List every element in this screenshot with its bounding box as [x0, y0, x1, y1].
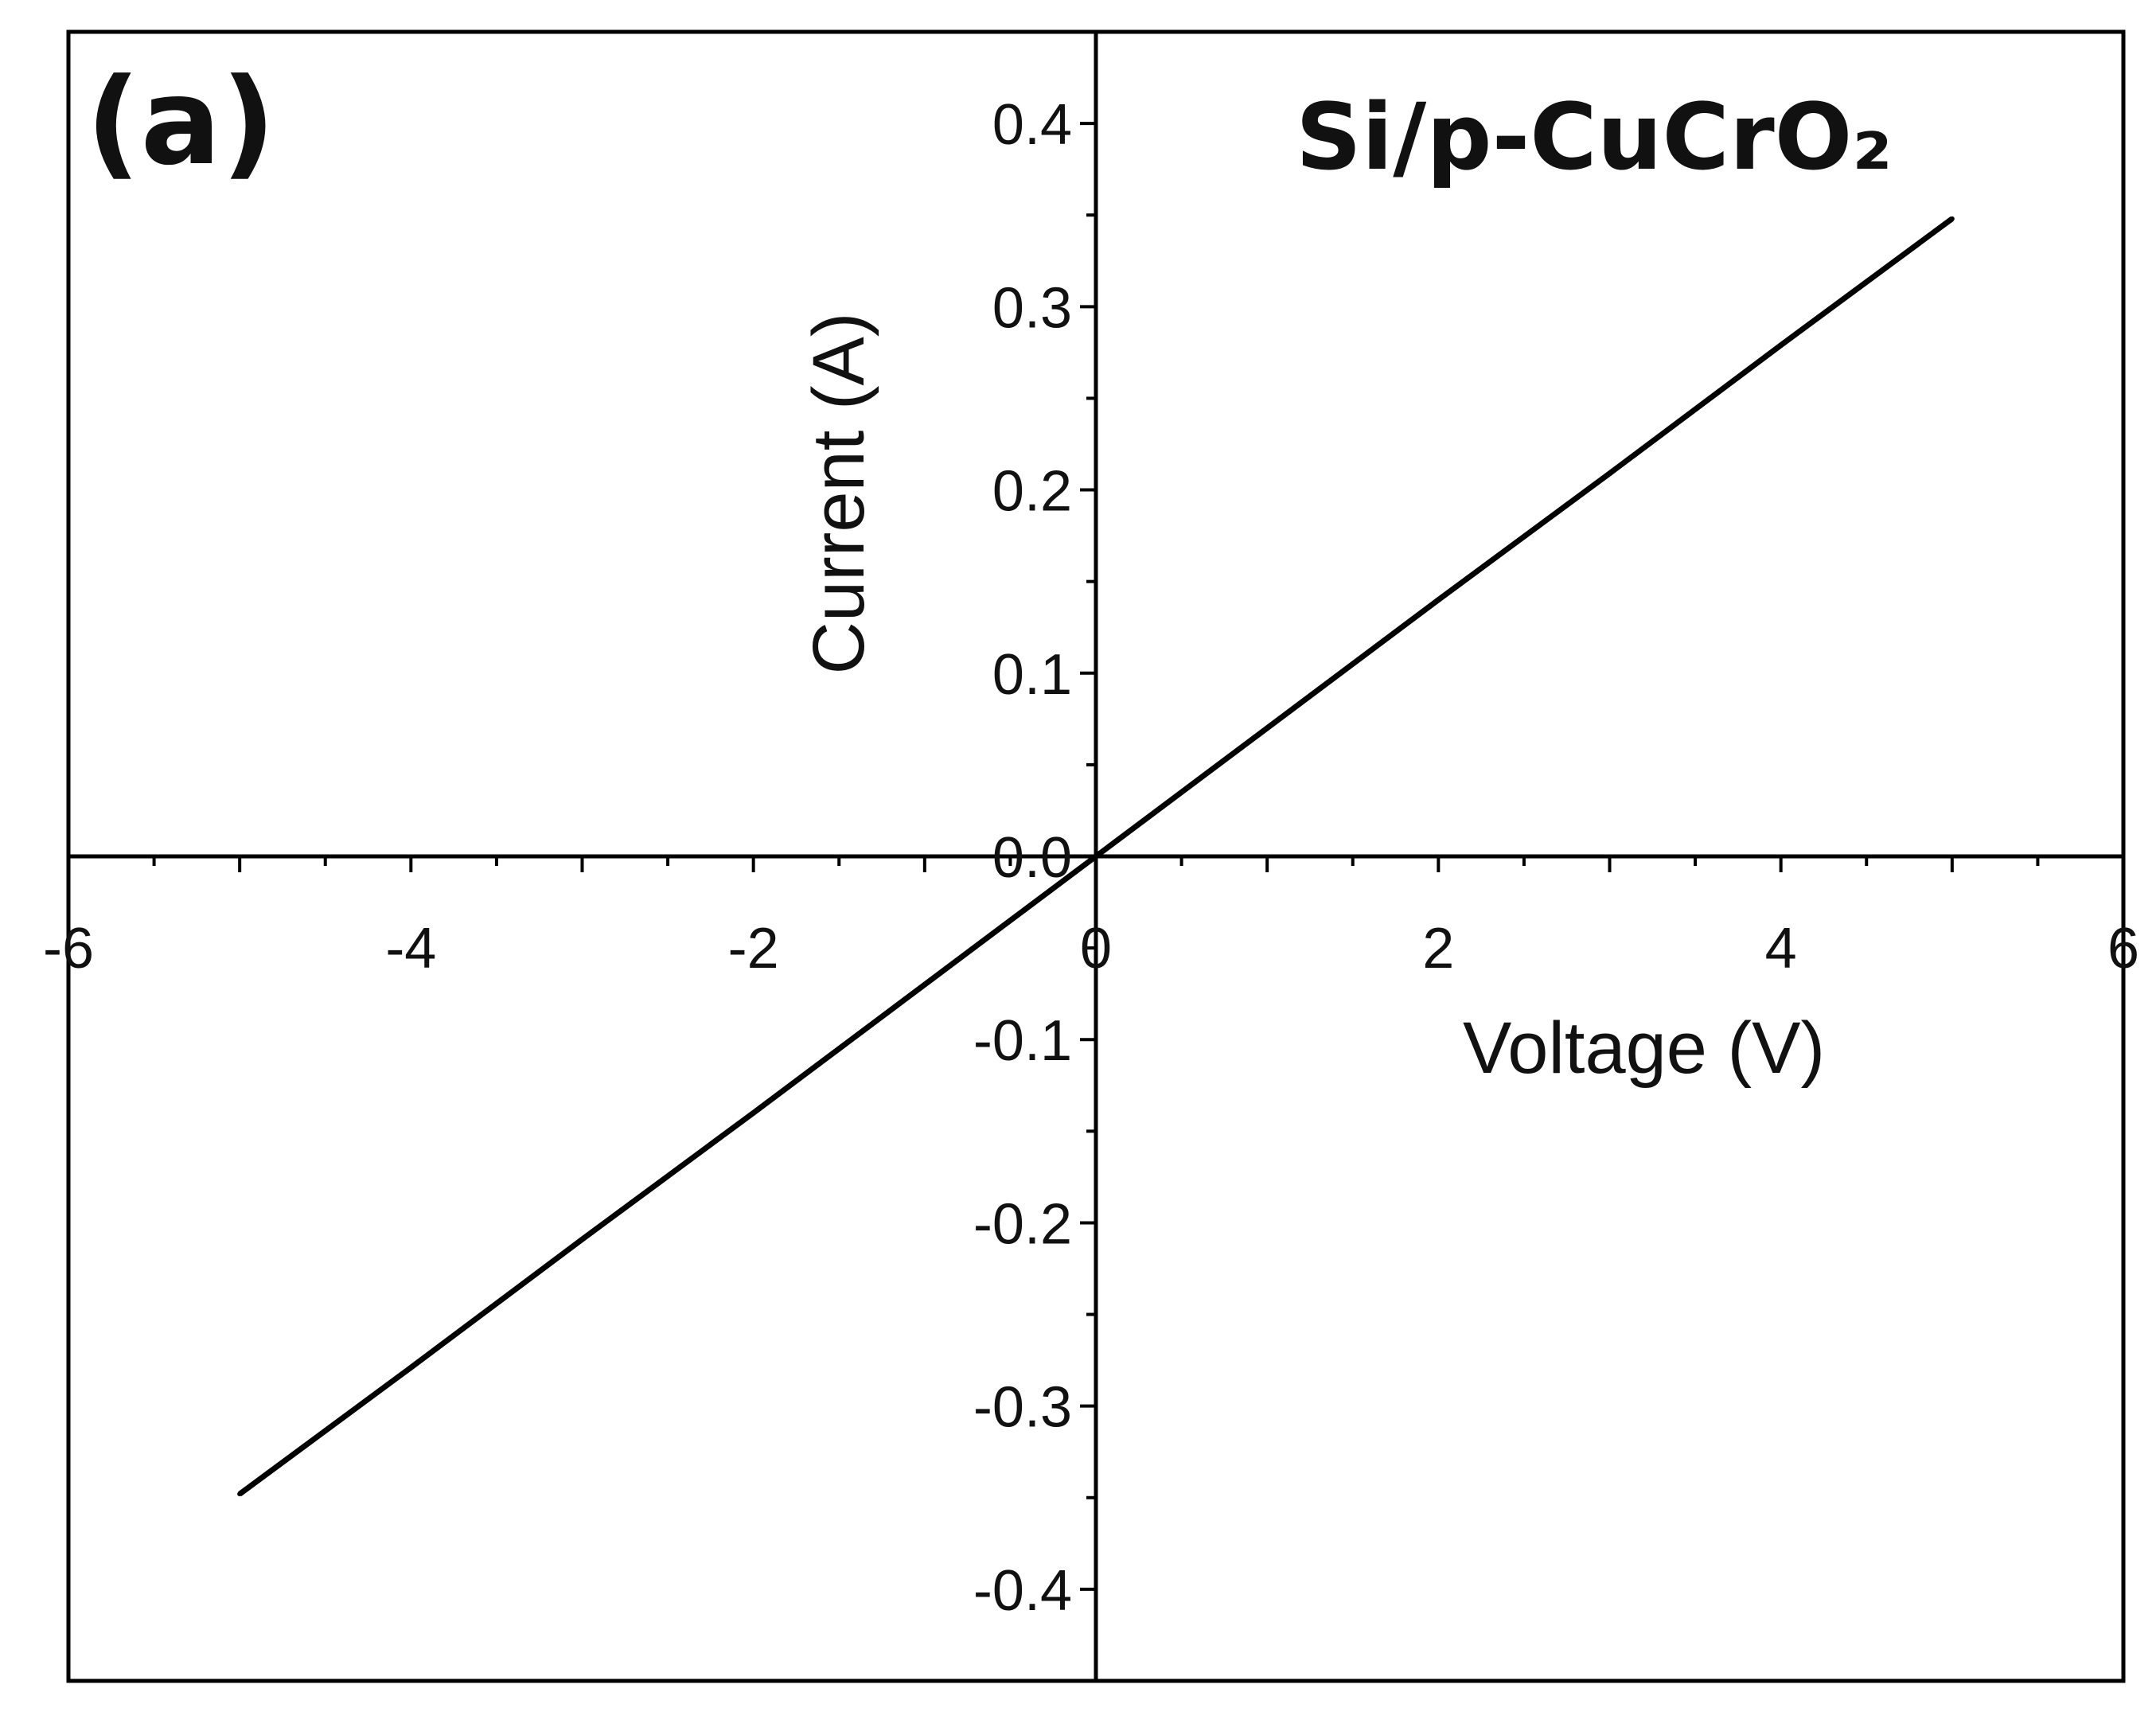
axis-ticks: [152, 30, 2040, 1682]
iv-curve-point: [922, 982, 927, 988]
x-tick-label: 4: [1765, 917, 1797, 981]
y-tick-label: 0.1: [992, 643, 1072, 707]
iv-curve-point: [1607, 470, 1612, 476]
iv-curve-point: [1265, 725, 1270, 731]
x-tick-label: -6: [43, 917, 94, 981]
iv-curve-point: [579, 1237, 585, 1242]
y-tick-label: -0.3: [973, 1376, 1072, 1440]
y-tick-label: -0.1: [973, 1009, 1072, 1073]
tick-labels: -6 -4 -2 0 2 4 6 -0.4 -0.3 -0.2 -0.1 0.0 0.1 0.2 0.3 0.…: [43, 93, 2139, 1623]
iv-curve-point: [408, 1365, 414, 1370]
y-axis-title: Current (A): [798, 313, 879, 675]
series-layer: [237, 216, 1955, 1497]
x-tick-label: 2: [1422, 917, 1454, 981]
panel-label: (a): [86, 53, 275, 192]
y-tick-label: 0.2: [992, 460, 1072, 524]
iv-curve-point: [1094, 854, 1098, 859]
iv-curve-point: [751, 1110, 756, 1116]
sample-label: Si/p-CuCrO₂: [1296, 84, 1893, 191]
x-axis-title: Voltage (V): [1463, 1008, 1825, 1089]
x-tick-label: 0: [1080, 917, 1112, 981]
x-tick-label: -2: [728, 917, 779, 981]
x-tick-label: 6: [2107, 917, 2139, 981]
x-tick-label: -4: [385, 917, 436, 981]
iv-curve-point: [1436, 597, 1441, 602]
iv-curve-point: [1949, 216, 1955, 221]
y-tick-label: -0.4: [973, 1559, 1072, 1623]
y-tick-label: 0.4: [992, 93, 1072, 157]
y-tick-label: 0.3: [992, 276, 1072, 340]
iv-curve-point: [1778, 342, 1784, 348]
iv-curve-point: [237, 1491, 243, 1497]
y-tick-label: 0.0: [992, 826, 1072, 890]
y-tick-label: -0.2: [973, 1192, 1072, 1256]
